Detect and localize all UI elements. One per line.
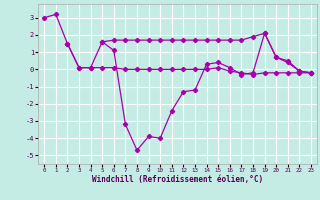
X-axis label: Windchill (Refroidissement éolien,°C): Windchill (Refroidissement éolien,°C) [92,175,263,184]
